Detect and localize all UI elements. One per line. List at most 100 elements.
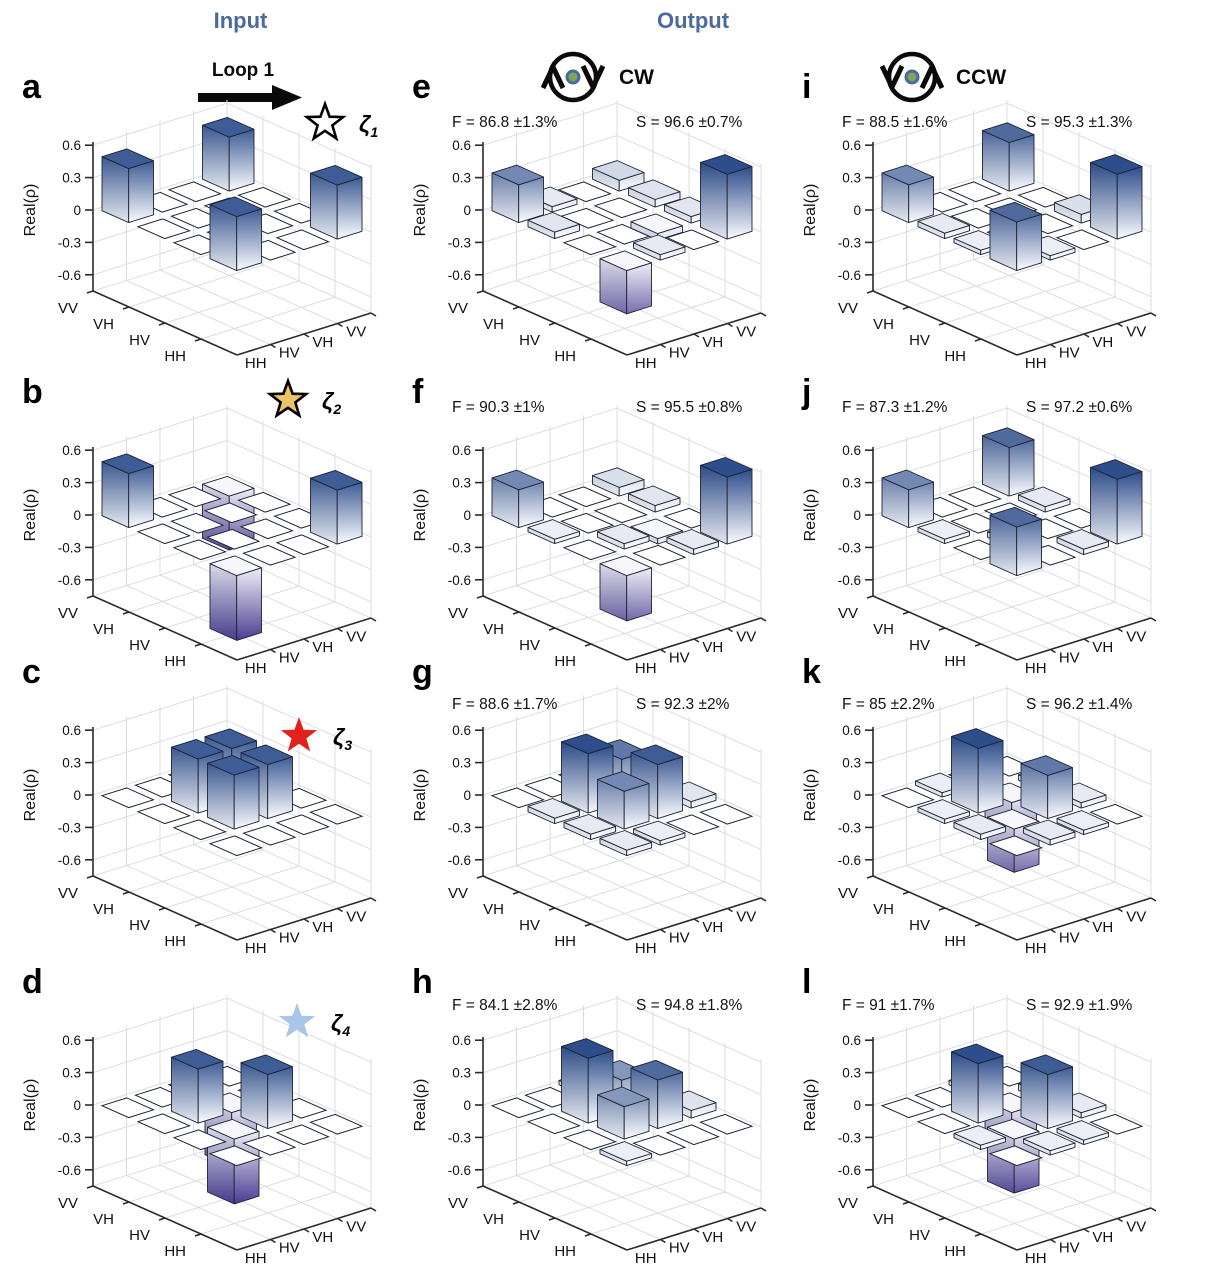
right-basis-label: HH	[1025, 940, 1047, 957]
left-basis-label: VH	[483, 1211, 504, 1228]
panel-b-chart: 0.6 0.3 0 -0.3 -0.6 Real(ρ) HH HV VH VV HH HV VH VV b ζ…	[22, 373, 377, 677]
z-tick-label: 0.6	[62, 723, 81, 738]
z-tick-label: 0	[853, 788, 861, 803]
left-basis-label: VV	[448, 1195, 468, 1212]
z-tick-label: -0.3	[838, 235, 861, 250]
panel-letter: b	[22, 373, 43, 411]
z-tick-label: -0.6	[448, 853, 471, 868]
right-basis-label: VV	[736, 908, 756, 925]
right-basis-label: VH	[702, 919, 723, 936]
right-basis-label: HH	[245, 1250, 267, 1267]
s-value-text: S = 92.9 ±1.9%	[1026, 997, 1133, 1014]
right-basis-label: HV	[1059, 344, 1080, 361]
z-tick-label: -0.3	[58, 1130, 81, 1145]
left-basis-label: HV	[519, 1227, 540, 1244]
fidelity-text: F = 84.1 ±2.8%	[452, 997, 558, 1014]
z-tick-label: -0.3	[448, 540, 471, 555]
left-basis-label: HV	[519, 332, 540, 349]
left-basis-label: VV	[838, 1195, 858, 1212]
state-label: ζ4	[331, 1010, 350, 1039]
z-tick-label: -0.3	[448, 820, 471, 835]
panel-letter: j	[801, 373, 811, 411]
s-value-text: S = 97.2 ±0.6%	[1026, 399, 1133, 416]
z-axis-title: Real(ρ)	[802, 184, 819, 237]
fidelity-text: F = 86.8 ±1.3%	[452, 114, 558, 131]
right-basis-label: VH	[312, 639, 333, 656]
right-basis-label: VV	[736, 323, 756, 340]
loop-1-arrow-icon	[198, 85, 302, 110]
right-basis-label: VV	[346, 323, 366, 340]
right-basis-label: VV	[1126, 323, 1146, 340]
right-basis-label: VV	[1126, 908, 1146, 925]
right-basis-label: HV	[1059, 649, 1080, 666]
z-tick-label: -0.6	[448, 268, 471, 283]
z-tick-label: -0.6	[838, 573, 861, 588]
left-basis-label: VV	[58, 1195, 78, 1212]
z-tick-label: -0.3	[58, 540, 81, 555]
right-basis-label: HH	[635, 940, 657, 957]
fidelity-text: F = 87.3 ±1.2%	[842, 399, 948, 416]
z-axis-title: Real(ρ)	[412, 769, 429, 822]
left-basis-label: VV	[58, 605, 78, 622]
left-basis-label: VH	[93, 901, 114, 918]
fidelity-text: F = 91 ±1.7%	[842, 997, 935, 1014]
left-basis-label: VH	[873, 901, 894, 918]
z-tick-label: -0.3	[58, 235, 81, 250]
z-axis-title: Real(ρ)	[412, 489, 429, 542]
left-basis-label: HV	[129, 917, 150, 934]
right-basis-label: HV	[1059, 929, 1080, 946]
right-basis-label: HH	[1025, 355, 1047, 372]
panel-h-chart: 0.6 0.3 0 -0.3 -0.6 Real(ρ) HH HV VH VV HH HV VH VV h F…	[412, 963, 767, 1267]
right-basis-label: VH	[312, 334, 333, 351]
z-tick-label: 0.3	[62, 1066, 81, 1081]
left-basis-label: VV	[448, 605, 468, 622]
z-tick-label: -0.3	[448, 235, 471, 250]
z-tick-label: -0.6	[58, 853, 81, 868]
left-basis-label: VH	[873, 316, 894, 333]
right-basis-label: HV	[669, 649, 690, 666]
right-basis-label: VV	[346, 1218, 366, 1235]
s-value-text: S = 96.6 ±0.7%	[636, 114, 743, 131]
z-tick-label: 0.3	[62, 476, 81, 491]
right-basis-label: HH	[635, 660, 657, 677]
panel-d-chart: 0.6 0.3 0 -0.3 -0.6 Real(ρ) HH HV VH VV HH HV VH VV d ζ…	[22, 963, 377, 1267]
z-tick-label: -0.3	[838, 1130, 861, 1145]
z-tick-label: -0.6	[838, 853, 861, 868]
fidelity-text: F = 88.5 ±1.6%	[842, 114, 948, 131]
z-tick-label: 0	[73, 788, 81, 803]
panel-letter: g	[412, 653, 433, 691]
right-basis-label: VV	[1126, 1218, 1146, 1235]
left-basis-label: HH	[944, 1243, 966, 1260]
right-basis-label: VH	[1092, 334, 1113, 351]
z-tick-label: 0.3	[842, 171, 861, 186]
left-basis-label: VH	[873, 621, 894, 638]
left-basis-label: HV	[519, 917, 540, 934]
z-tick-label: 0	[73, 203, 81, 218]
left-basis-label: HH	[944, 933, 966, 950]
left-basis-label: HH	[164, 933, 186, 950]
fidelity-text: F = 90.3 ±1%	[452, 399, 545, 416]
star-icon-zeta3	[280, 717, 318, 752]
left-basis-label: VH	[483, 901, 504, 918]
z-tick-label: 0.6	[62, 138, 81, 153]
right-basis-label: VV	[346, 628, 366, 645]
panel-letter: c	[22, 653, 41, 691]
z-tick-label: -0.6	[58, 1163, 81, 1178]
left-basis-label: VV	[448, 885, 468, 902]
input-column-header: Input	[213, 8, 268, 33]
z-tick-label: 0.6	[842, 1033, 861, 1048]
z-tick-label: 0	[853, 1098, 861, 1113]
z-tick-label: 0.6	[452, 443, 471, 458]
panel-c-chart: 0.6 0.3 0 -0.3 -0.6 Real(ρ) HH HV VH VV HH HV VH VV c ζ…	[22, 653, 377, 957]
right-basis-label: HH	[245, 660, 267, 677]
left-basis-label: HH	[164, 1243, 186, 1260]
z-tick-label: 0	[853, 508, 861, 523]
right-basis-label: VH	[702, 1229, 723, 1246]
right-basis-label: HV	[1059, 1239, 1080, 1256]
right-basis-label: VH	[702, 334, 723, 351]
z-tick-label: 0.6	[842, 723, 861, 738]
left-basis-label: VH	[93, 1211, 114, 1228]
s-value-text: S = 94.8 ±1.8%	[636, 997, 743, 1014]
z-tick-label: 0.3	[452, 1066, 471, 1081]
